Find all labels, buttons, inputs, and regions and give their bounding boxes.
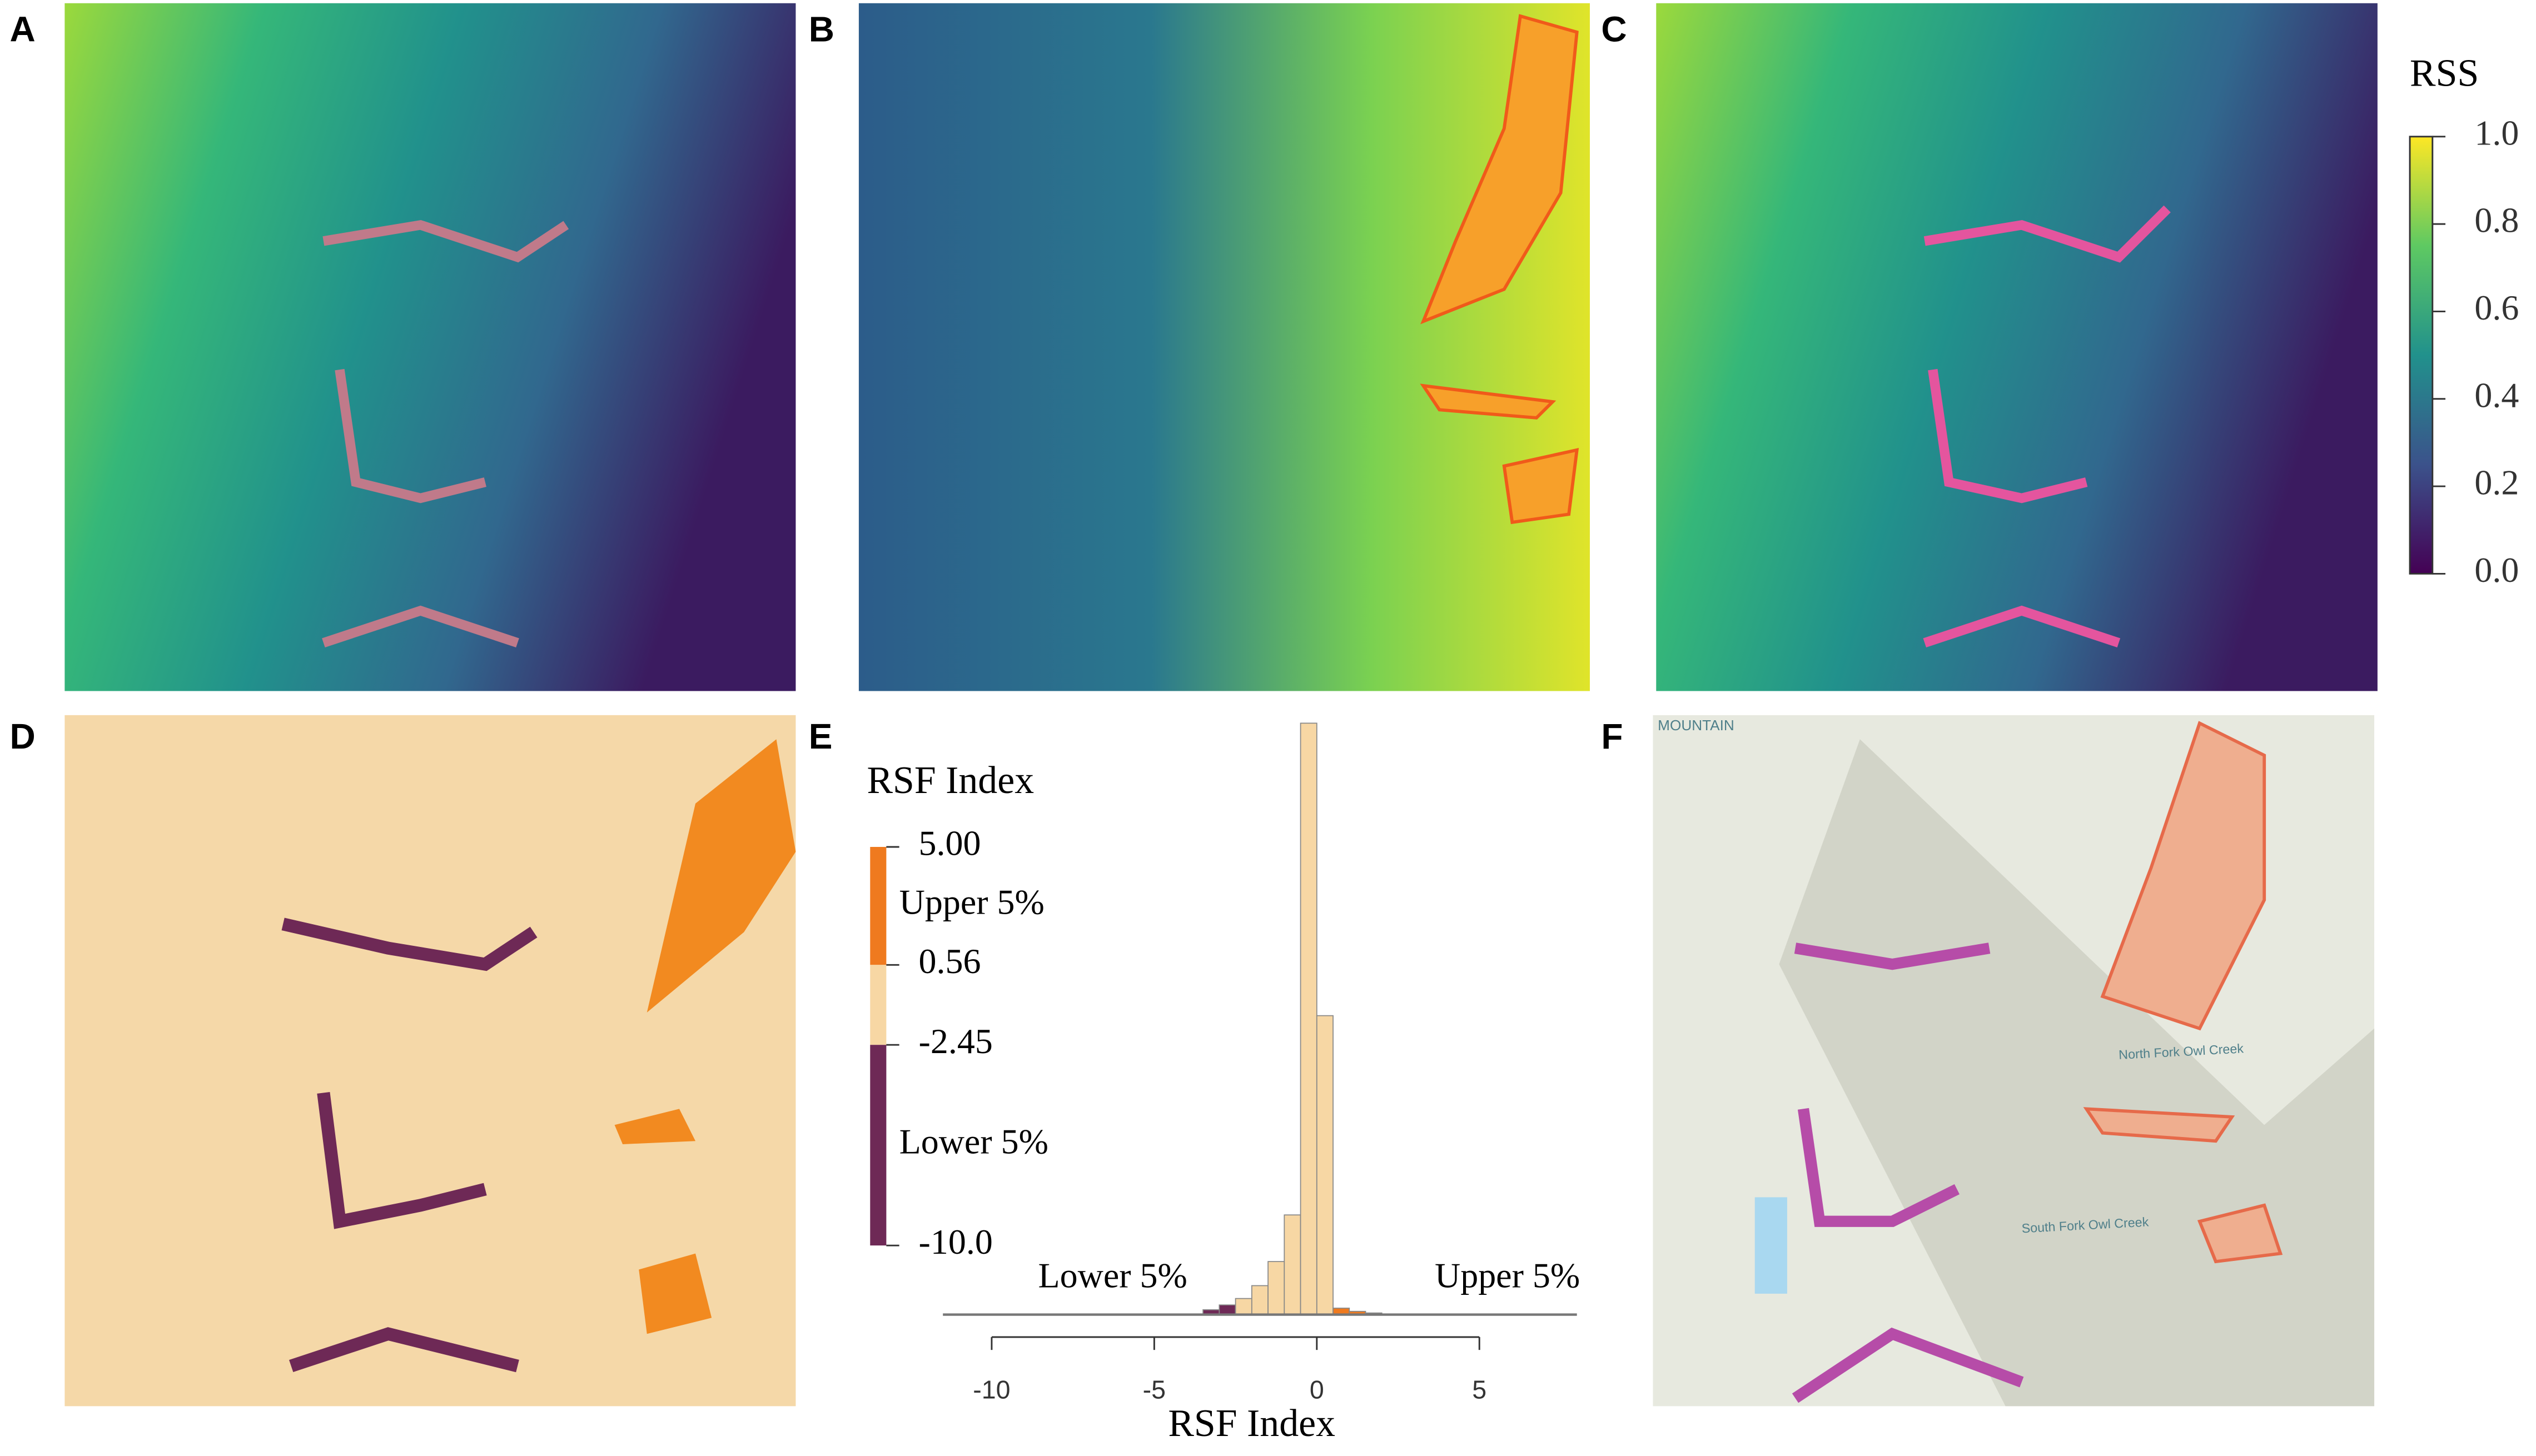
legend-segment (870, 1045, 887, 1246)
histogram-bar (1300, 722, 1317, 1315)
colorbar-tick-label: 0.2 (2474, 463, 2519, 502)
map-b (858, 3, 1590, 691)
legend-tick-label: -10.0 (919, 1222, 993, 1261)
histogram-bar (1251, 1285, 1269, 1315)
map-f-upper (2083, 721, 2283, 1264)
map-a (64, 3, 796, 691)
colorbar-tick-label: 0.4 (2474, 376, 2519, 415)
legend-segment (870, 846, 887, 965)
annotation: Upper 5% (1435, 1256, 1580, 1295)
histogram-bar (1235, 1298, 1252, 1315)
x-tick-label: -5 (1143, 1375, 1166, 1404)
colorbar (2409, 136, 2434, 575)
map-a-outline (322, 220, 569, 647)
x-tick-label: 0 (1310, 1375, 1324, 1404)
legend-tick-label: 0.56 (919, 941, 981, 981)
map-f-lower (1792, 943, 2024, 1403)
x-tick-label: 5 (1472, 1375, 1486, 1404)
legend-tick-label: 5.00 (919, 824, 981, 863)
panel-label: C (1601, 9, 1627, 49)
annotation: Lower 5% (1038, 1256, 1187, 1295)
panel-label: E (809, 716, 833, 756)
colorbar-title: RSS (2410, 52, 2479, 95)
panel-label: D (9, 716, 35, 756)
legend-class-label: Upper 5% (899, 882, 1045, 922)
legend-tick-label: -2.45 (919, 1021, 993, 1061)
legend-class-label: Lower 5% (899, 1121, 1048, 1161)
map-b-outline (1420, 14, 1579, 525)
histogram-bar (1267, 1261, 1285, 1315)
colorbar-tick-label: 0.8 (2474, 201, 2519, 240)
map-f-lake (1754, 1197, 1787, 1294)
legend-title: RSF Index (867, 759, 1034, 802)
panel-label: B (809, 9, 834, 49)
map-d-upper (614, 739, 796, 1334)
panel-label: A (9, 9, 35, 49)
histogram-bar (1316, 1015, 1334, 1315)
panel-label: F (1601, 716, 1623, 756)
map-c-outline (1923, 205, 2171, 647)
colorbar-tick-label: 0.0 (2474, 550, 2519, 590)
x-tick-label: -10 (973, 1375, 1010, 1404)
colorbar-tick-label: 1.0 (2474, 113, 2519, 153)
legend-segment (870, 965, 887, 1045)
histogram-bar (1219, 1304, 1236, 1315)
map-label: MOUNTAIN (1658, 717, 1734, 734)
histogram-bar (1284, 1214, 1301, 1315)
map-d-lower (281, 918, 538, 1373)
x-axis-label: RSF Index (1168, 1402, 1335, 1445)
map-c (1656, 3, 2378, 691)
colorbar-tick-label: 0.6 (2474, 288, 2519, 327)
